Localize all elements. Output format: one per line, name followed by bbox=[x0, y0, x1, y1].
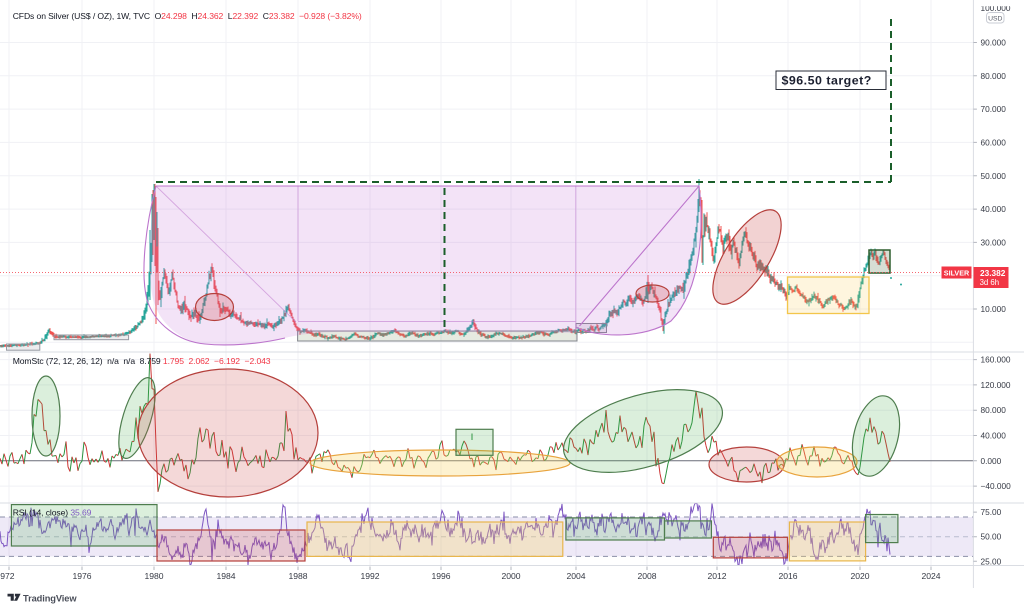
svg-text:60.000: 60.000 bbox=[981, 137, 1007, 147]
svg-text:1988: 1988 bbox=[288, 571, 307, 581]
svg-text:40.000: 40.000 bbox=[981, 431, 1007, 441]
svg-text:1972: 1972 bbox=[0, 571, 15, 581]
svg-text:160.000: 160.000 bbox=[981, 355, 1011, 365]
svg-text:RSI (14, close) 35.69: RSI (14, close) 35.69 bbox=[13, 507, 92, 517]
svg-text:$96.50 target?: $96.50 target? bbox=[782, 73, 872, 87]
svg-text:70.000: 70.000 bbox=[981, 104, 1007, 114]
svg-text:TradingView: TradingView bbox=[23, 593, 77, 603]
svg-text:50.00: 50.00 bbox=[981, 532, 1002, 542]
svg-text:USD: USD bbox=[988, 16, 1002, 23]
svg-text:CFDs on Silver (US$ / OZ), 1W,: CFDs on Silver (US$ / OZ), 1W, TVC O24.2… bbox=[13, 11, 362, 21]
svg-text:2000: 2000 bbox=[501, 571, 520, 581]
svg-text:75.00: 75.00 bbox=[981, 507, 1002, 517]
svg-text:SILVER: SILVER bbox=[944, 268, 970, 277]
svg-text:50.000: 50.000 bbox=[981, 171, 1007, 181]
svg-text:40.000: 40.000 bbox=[981, 204, 1007, 214]
svg-text:2024: 2024 bbox=[921, 571, 940, 581]
svg-text:−40.000: −40.000 bbox=[981, 481, 1012, 491]
svg-text:1996: 1996 bbox=[431, 571, 450, 581]
svg-text:1992: 1992 bbox=[360, 571, 379, 581]
svg-text:10.000: 10.000 bbox=[981, 304, 1007, 314]
svg-text:100.000: 100.000 bbox=[981, 3, 1011, 13]
svg-text:3d 6h: 3d 6h bbox=[980, 278, 1000, 287]
svg-text:1976: 1976 bbox=[72, 571, 91, 581]
svg-text:2012: 2012 bbox=[707, 571, 726, 581]
svg-text:1980: 1980 bbox=[144, 571, 163, 581]
svg-text:23.382: 23.382 bbox=[980, 268, 1006, 278]
svg-text:2016: 2016 bbox=[778, 571, 797, 581]
svg-text:90.000: 90.000 bbox=[981, 38, 1007, 48]
svg-text:1984: 1984 bbox=[216, 571, 235, 581]
svg-text:25.00: 25.00 bbox=[981, 556, 1002, 566]
svg-text:120.000: 120.000 bbox=[981, 380, 1011, 390]
svg-text:2020: 2020 bbox=[850, 571, 869, 581]
svg-text:30.000: 30.000 bbox=[981, 237, 1007, 247]
svg-text:0.000: 0.000 bbox=[981, 456, 1002, 466]
svg-text:2008: 2008 bbox=[637, 571, 656, 581]
svg-text:80.000: 80.000 bbox=[981, 405, 1007, 415]
svg-text:MomStc (72, 12, 26, 12) n/a: MomStc (72, 12, 26, 12) n/a n/a 8.759 1.… bbox=[13, 356, 271, 366]
svg-text:2004: 2004 bbox=[566, 571, 585, 581]
svg-text:80.000: 80.000 bbox=[981, 71, 1007, 81]
